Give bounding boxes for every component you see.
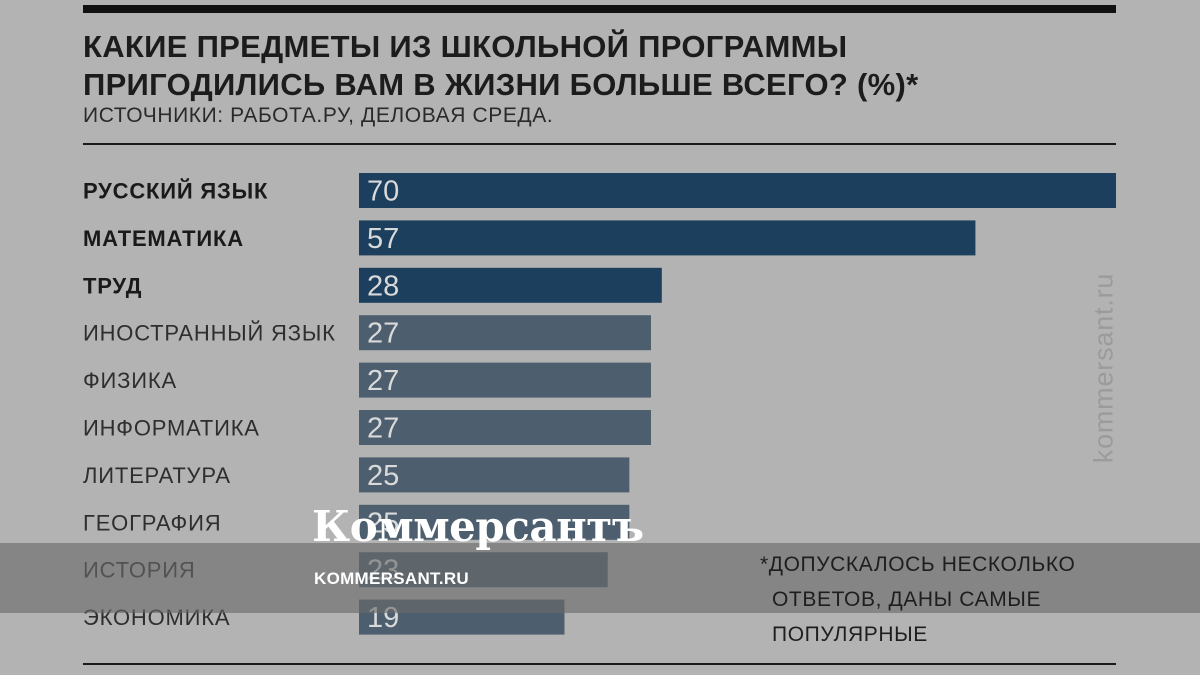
bottom-rule bbox=[83, 663, 1116, 665]
bar bbox=[359, 173, 1116, 208]
bar bbox=[359, 410, 651, 445]
category-label: ФИЗИКА bbox=[83, 368, 177, 393]
brand-url: KOMMERSANT.RU bbox=[314, 569, 470, 588]
bar-value-label: 28 bbox=[367, 270, 399, 302]
category-label: ГЕОГРАФИЯ bbox=[83, 510, 221, 535]
bar bbox=[359, 362, 651, 398]
chart-title: КАКИЕ ПРЕДМЕТЫ ИЗ ШКОЛЬНОЙ ПРОГРАММЫ ПРИ… bbox=[83, 29, 919, 102]
category-label: ИНФОРМАТИКА bbox=[83, 416, 260, 441]
bar bbox=[359, 504, 630, 540]
footnote-line: *ДОПУСКАЛОСЬ НЕСКОЛЬКО bbox=[760, 553, 1076, 576]
category-label: ИНОСТРАННЫЙ ЯЗЫК bbox=[83, 321, 336, 346]
bar-value-label: 25 bbox=[367, 460, 399, 492]
bar bbox=[359, 315, 651, 351]
bar bbox=[359, 267, 662, 303]
footnote-line: ПОПУЛЯРНЫЕ bbox=[772, 623, 928, 646]
top-rule bbox=[83, 5, 1116, 13]
watermark-band bbox=[0, 543, 1200, 613]
bar-value-label: 27 bbox=[367, 318, 399, 350]
bar bbox=[359, 220, 976, 256]
category-label: ТРУД bbox=[83, 273, 142, 298]
bar-value-label: 25 bbox=[367, 507, 399, 539]
bar-value-label: 27 bbox=[367, 365, 399, 397]
brand-logo: Коммерсантъ bbox=[312, 502, 644, 551]
category-label: МАТЕМАТИКА bbox=[83, 226, 244, 251]
footnote: *ДОПУСКАЛОСЬ НЕСКОЛЬКО ОТВЕТОВ, ДАНЫ САМ… bbox=[760, 547, 1140, 652]
bar-value-label: 70 bbox=[367, 176, 399, 208]
footnote-line: ОТВЕТОВ, ДАНЫ САМЫЕ bbox=[772, 588, 1042, 611]
bar-value-label: 27 bbox=[367, 413, 399, 445]
vertical-watermark: kommersant.ru bbox=[1088, 272, 1119, 464]
category-label: РУССКИЙ ЯЗЫК bbox=[83, 179, 268, 204]
bar bbox=[359, 457, 630, 493]
bar-value-label: 57 bbox=[367, 223, 399, 255]
chart-subtitle: ИСТОЧНИКИ: РАБОТА.РУ, ДЕЛОВАЯ СРЕДА. bbox=[83, 104, 554, 127]
header-divider bbox=[83, 143, 1116, 145]
category-label: ЛИТЕРАТУРА bbox=[83, 463, 231, 488]
